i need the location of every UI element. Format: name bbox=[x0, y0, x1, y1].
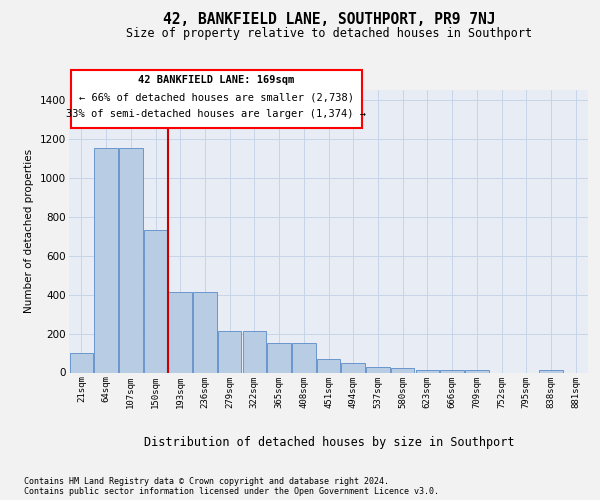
Bar bbox=[119, 148, 143, 372]
Bar bbox=[193, 292, 217, 372]
Text: 33% of semi-detached houses are larger (1,374) →: 33% of semi-detached houses are larger (… bbox=[66, 109, 366, 119]
Text: ← 66% of detached houses are smaller (2,738): ← 66% of detached houses are smaller (2,… bbox=[79, 92, 354, 102]
Bar bbox=[70, 353, 93, 372]
Bar bbox=[539, 370, 563, 372]
Bar bbox=[465, 370, 488, 372]
Text: Contains public sector information licensed under the Open Government Licence v3: Contains public sector information licen… bbox=[24, 486, 439, 496]
Bar bbox=[169, 292, 192, 372]
Bar bbox=[218, 330, 241, 372]
Bar bbox=[292, 344, 316, 372]
Bar bbox=[144, 230, 167, 372]
Bar bbox=[440, 370, 464, 372]
Text: Size of property relative to detached houses in Southport: Size of property relative to detached ho… bbox=[126, 28, 532, 40]
Text: Distribution of detached houses by size in Southport: Distribution of detached houses by size … bbox=[143, 436, 514, 449]
Text: 42, BANKFIELD LANE, SOUTHPORT, PR9 7NJ: 42, BANKFIELD LANE, SOUTHPORT, PR9 7NJ bbox=[163, 12, 495, 28]
Bar bbox=[268, 344, 291, 372]
Bar bbox=[391, 368, 415, 372]
Bar bbox=[416, 370, 439, 372]
Bar bbox=[94, 148, 118, 372]
Text: Contains HM Land Registry data © Crown copyright and database right 2024.: Contains HM Land Registry data © Crown c… bbox=[24, 476, 389, 486]
Text: 42 BANKFIELD LANE: 169sqm: 42 BANKFIELD LANE: 169sqm bbox=[138, 75, 295, 85]
Y-axis label: Number of detached properties: Number of detached properties bbox=[25, 149, 34, 314]
Bar bbox=[317, 359, 340, 372]
Bar bbox=[242, 330, 266, 372]
Bar bbox=[366, 366, 389, 372]
Bar bbox=[341, 363, 365, 372]
